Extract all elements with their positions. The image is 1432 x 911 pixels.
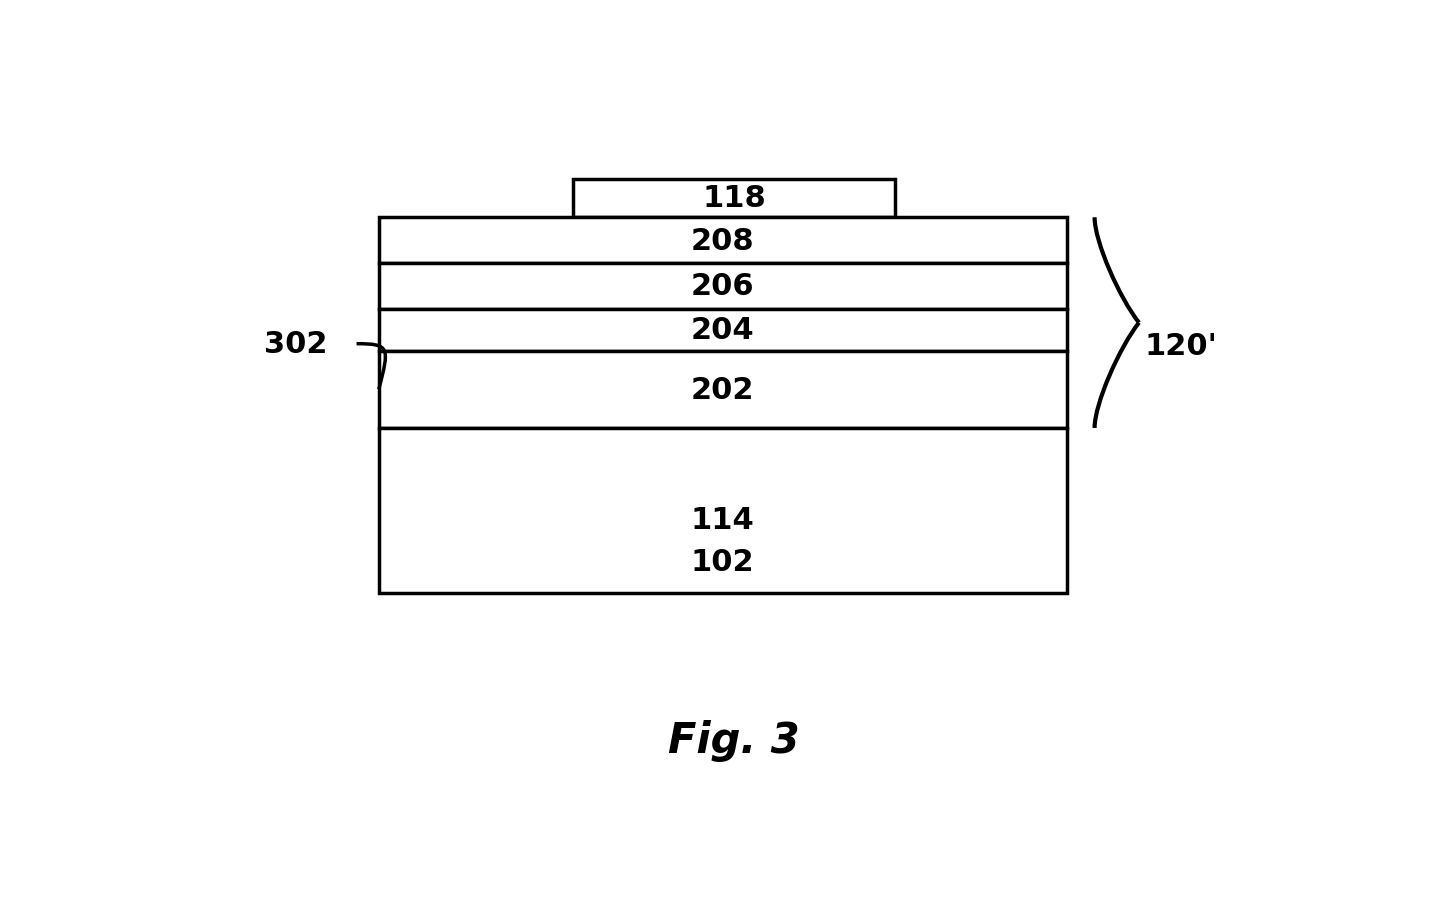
Text: 302: 302 (263, 330, 328, 359)
Bar (378, 352, 1067, 428)
Bar (378, 309, 1067, 352)
Bar (378, 218, 1067, 263)
Text: 102: 102 (692, 548, 755, 577)
Text: 206: 206 (692, 272, 755, 301)
Text: 202: 202 (692, 375, 755, 404)
Text: 208: 208 (692, 226, 755, 255)
Bar (378, 428, 1067, 593)
Bar (573, 179, 895, 218)
Bar (378, 263, 1067, 309)
Text: Fig. 3: Fig. 3 (667, 720, 800, 762)
Text: 118: 118 (702, 184, 766, 213)
Text: 114: 114 (690, 506, 755, 534)
Text: 204: 204 (692, 316, 755, 344)
Text: 120': 120' (1144, 332, 1217, 360)
